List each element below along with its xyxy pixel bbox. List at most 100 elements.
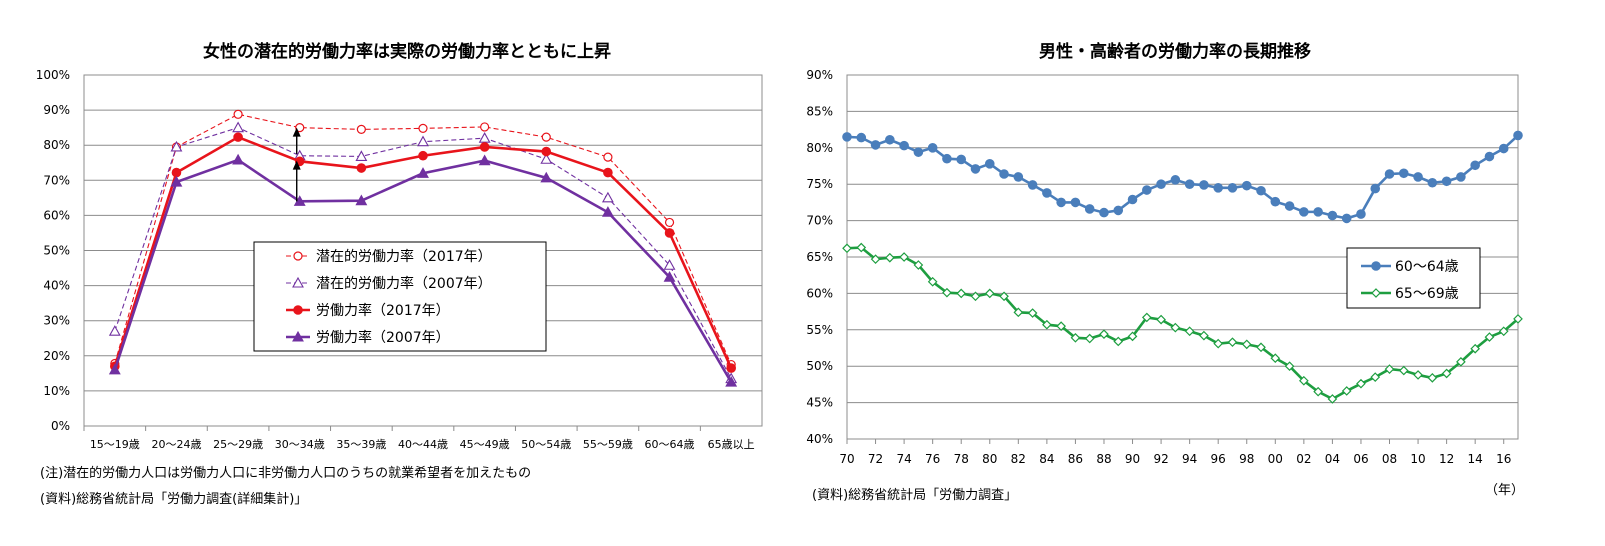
legend-marker [292, 330, 304, 342]
legend-box [253, 241, 547, 352]
legend-marker [292, 276, 304, 288]
data-point [999, 169, 1009, 179]
series-2 [110, 132, 736, 373]
data-point [842, 132, 852, 142]
data-point [356, 163, 367, 173]
data-point [1513, 130, 1523, 141]
data-point [884, 252, 895, 263]
x-tick-label: 12 [1439, 452, 1454, 466]
data-point [1427, 177, 1438, 188]
data-point [1356, 209, 1366, 219]
x-tick-label: 84 [1039, 452, 1054, 466]
data-point [942, 287, 952, 298]
increase-arrow-head [292, 160, 301, 170]
x-tick-label: 08 [1382, 452, 1397, 466]
data-point [1270, 196, 1281, 207]
legend-marker [1371, 288, 1381, 298]
data-point [913, 147, 924, 157]
data-point [870, 254, 881, 265]
data-point [1013, 172, 1024, 182]
data-point [1113, 205, 1124, 216]
data-point [970, 164, 981, 174]
x-tick-label: 65歳以上 [708, 438, 755, 451]
y-tick-label: 50% [806, 359, 833, 373]
x-tick-label: 55〜59歳 [583, 438, 633, 451]
data-point [663, 259, 676, 270]
y-tick-label: 70% [43, 173, 70, 187]
data-point [956, 154, 967, 165]
x-tick-label: 20〜24歳 [151, 438, 201, 451]
data-point [603, 167, 613, 178]
x-tick-label: 06 [1353, 452, 1368, 466]
data-point [418, 150, 428, 161]
data-point [1413, 172, 1423, 182]
y-tick-label: 20% [43, 349, 70, 363]
data-point [1056, 197, 1066, 208]
data-point [1184, 326, 1195, 337]
data-point [108, 363, 121, 375]
data-point [603, 152, 613, 162]
data-point [541, 146, 552, 157]
data-point [1113, 336, 1124, 347]
data-point [417, 167, 429, 178]
data-point [1056, 321, 1066, 332]
data-point [663, 271, 676, 282]
data-point [1127, 194, 1138, 205]
data-point [1299, 207, 1309, 217]
data-point [1227, 337, 1238, 348]
data-point [540, 153, 553, 164]
data-point [913, 260, 924, 270]
x-tick-label: 90 [1125, 452, 1140, 466]
data-point [480, 122, 490, 132]
y-tick-label: 85% [806, 104, 833, 118]
x-tick-label: 04 [1325, 452, 1340, 466]
y-tick-label: 10% [43, 384, 70, 398]
data-point [417, 135, 429, 147]
legend-label: 潜在的労働力率（2017年） [316, 248, 492, 265]
x-unit-label: （年） [1485, 483, 1524, 498]
data-point [1456, 172, 1466, 182]
data-point [1256, 342, 1266, 353]
x-tick-label: 86 [1068, 452, 1083, 466]
x-tick-label: 50〜54歳 [521, 438, 571, 451]
x-tick-label: 98 [1239, 452, 1254, 466]
y-tick-label: 60% [43, 208, 70, 222]
legend-label: 労働力率（2007年） [316, 329, 450, 346]
data-point [899, 252, 909, 262]
data-point [1470, 160, 1480, 171]
x-tick-label: 25〜29歳 [213, 438, 263, 451]
y-tick-label: 40% [806, 432, 833, 446]
data-point [1470, 343, 1481, 354]
data-point [984, 288, 995, 299]
plot-area [83, 74, 763, 427]
data-point [1327, 394, 1338, 404]
data-point [1099, 207, 1109, 218]
data-point [356, 124, 366, 135]
data-point [1256, 185, 1266, 196]
data-point [1398, 365, 1409, 376]
data-point [170, 140, 183, 152]
data-point [1142, 185, 1152, 195]
data-point [664, 228, 675, 238]
data-point [1513, 314, 1523, 324]
series-1 [108, 121, 738, 384]
data-point [1384, 364, 1395, 374]
data-point [1213, 183, 1223, 193]
legend-box [1346, 247, 1481, 309]
y-tick-label: 100% [36, 68, 70, 82]
y-tick-label: 80% [43, 138, 70, 152]
data-point [478, 154, 491, 166]
data-point [1398, 168, 1409, 179]
x-tick-label: 10 [1410, 452, 1425, 466]
data-point [1498, 326, 1509, 337]
data-point [1456, 356, 1466, 367]
data-point [108, 325, 121, 336]
legend-marker [293, 251, 303, 261]
data-point [1042, 319, 1052, 330]
data-point [1027, 180, 1038, 190]
x-tick-label: 82 [1011, 452, 1026, 466]
x-tick-label: 35〜39歳 [336, 438, 386, 451]
data-point [233, 109, 243, 119]
data-point [1070, 332, 1081, 343]
